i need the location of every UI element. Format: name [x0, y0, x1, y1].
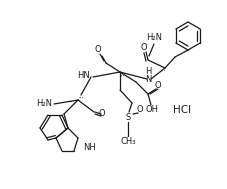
Text: H₂N: H₂N	[146, 33, 162, 43]
Text: O: O	[155, 81, 161, 91]
Text: NH: NH	[83, 143, 96, 153]
Text: H: H	[145, 67, 151, 77]
Text: HCl: HCl	[173, 105, 191, 115]
Text: CH₃: CH₃	[120, 136, 136, 146]
Text: ,,,: ,,,	[78, 94, 84, 98]
Text: O: O	[95, 46, 101, 54]
Text: S: S	[125, 112, 131, 122]
Text: N: N	[145, 75, 151, 84]
Text: ,,,: ,,,	[119, 71, 125, 77]
Text: O: O	[99, 109, 105, 119]
Text: O: O	[137, 105, 143, 115]
Text: ,,,: ,,,	[67, 98, 73, 102]
Text: OH: OH	[146, 105, 158, 115]
Text: O: O	[141, 43, 147, 53]
Text: ,,,: ,,,	[160, 67, 166, 71]
Text: HN: HN	[77, 70, 90, 80]
Text: H₂N: H₂N	[36, 98, 52, 108]
